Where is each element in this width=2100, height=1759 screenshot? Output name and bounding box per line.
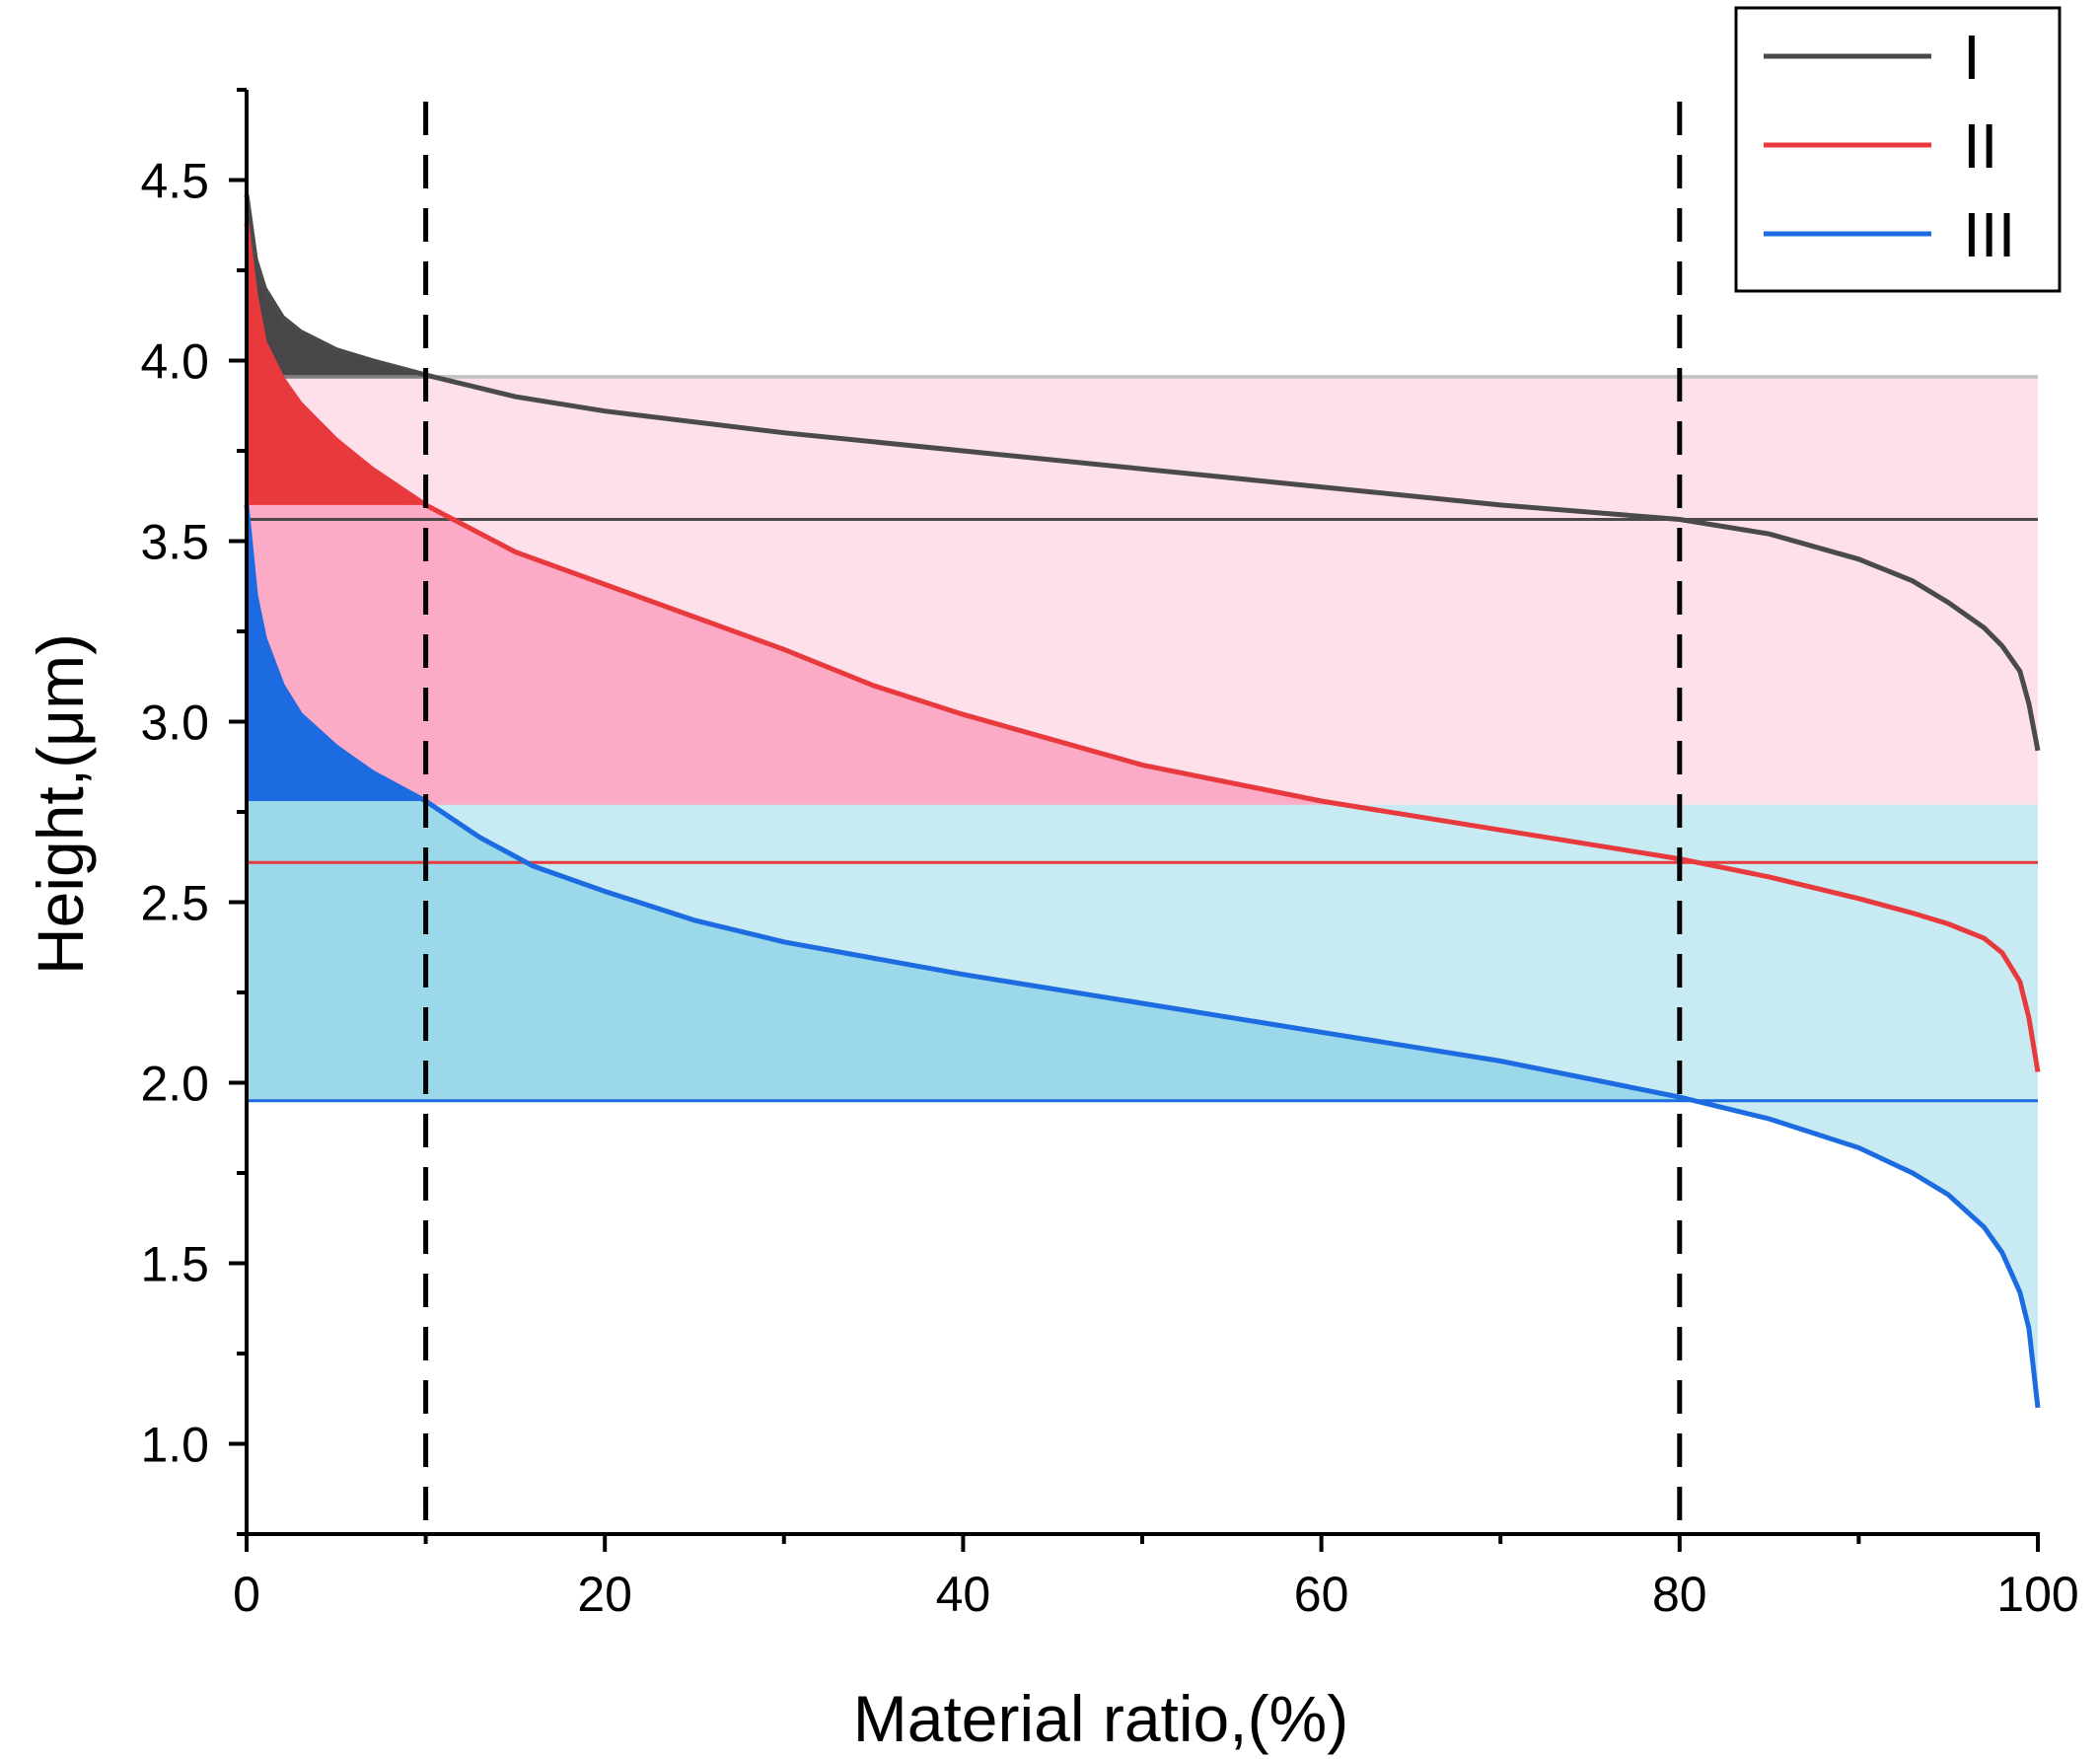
series-i-curve <box>244 193 2041 752</box>
y-tick-label: 1.0 <box>140 1418 209 1473</box>
x-axis-ticks: 0 20 40 60 80 100 <box>233 1534 2079 1622</box>
y-tick-label: 3.0 <box>140 696 209 751</box>
legend-label-ii: II <box>1963 110 1998 182</box>
series-ii-valley-fill <box>282 378 2038 1072</box>
series-ii-peak-fill <box>247 223 426 505</box>
series-i-peak-fill <box>247 194 426 376</box>
series-iii-core-fill <box>247 504 1695 1101</box>
series-iii-peak-fill <box>247 504 426 801</box>
x-tick-label: 20 <box>577 1567 632 1622</box>
y-tick-label: 4.5 <box>140 154 209 209</box>
x-axis-title: Material ratio,(%) <box>853 1682 1348 1755</box>
reference-lines <box>423 102 1683 1534</box>
x-tick-label: 60 <box>1294 1567 1349 1622</box>
series-curves <box>244 193 2041 1409</box>
x-tick-label: 100 <box>1996 1567 2078 1622</box>
y-tick-label: 2.5 <box>140 876 209 931</box>
core-boundary-lines <box>247 518 2038 1103</box>
x-tick-label: 40 <box>936 1567 991 1622</box>
x-tick-label: 0 <box>233 1567 260 1622</box>
y-tick-label: 2.0 <box>140 1057 209 1112</box>
y-axis-ticks: 1.0 1.5 2.0 2.5 3.0 3.5 4.0 4.5 <box>140 88 247 1536</box>
y-tick-label: 4.0 <box>140 334 209 390</box>
x-tick-label: 80 <box>1652 1567 1707 1622</box>
series-ii-core-fill <box>247 223 1698 863</box>
y-axis-title: Height,(μm) <box>24 633 97 975</box>
legend-label-iii: III <box>1963 199 2015 270</box>
series-ii-curve <box>244 223 2041 1072</box>
y-tick-label: 3.5 <box>140 515 209 570</box>
series-iii-curve <box>244 504 2041 1409</box>
series-iii-valley-fill <box>431 804 2038 1408</box>
y-tick-label: 1.5 <box>140 1237 209 1292</box>
series-fills <box>247 194 2039 1408</box>
legend-label-i: I <box>1963 22 1981 93</box>
